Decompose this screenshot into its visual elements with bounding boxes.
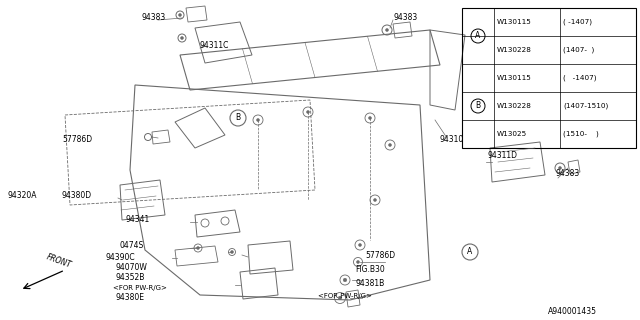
Text: W13025: W13025 [497, 131, 527, 137]
Text: 94381B: 94381B [355, 279, 384, 289]
Text: 94341: 94341 [125, 215, 149, 225]
Circle shape [257, 118, 259, 122]
Text: 94380E: 94380E [115, 293, 144, 302]
Text: 94311C: 94311C [200, 42, 229, 51]
Circle shape [196, 246, 200, 250]
Circle shape [374, 198, 376, 202]
Circle shape [338, 296, 342, 300]
Circle shape [180, 36, 184, 39]
Text: 94383: 94383 [142, 12, 166, 21]
Text: <FOR PW-R/G>: <FOR PW-R/G> [318, 293, 372, 299]
Text: 94311D: 94311D [488, 150, 518, 159]
Text: ( -1407): ( -1407) [563, 19, 592, 25]
Text: 94320A: 94320A [8, 190, 38, 199]
Text: 94383: 94383 [555, 170, 579, 179]
Circle shape [388, 143, 392, 147]
Circle shape [230, 251, 234, 253]
Text: FRONT: FRONT [45, 253, 72, 270]
Circle shape [385, 28, 388, 31]
Text: W130228: W130228 [497, 103, 532, 109]
Text: <FOR PW-R/G>: <FOR PW-R/G> [113, 285, 167, 291]
Text: 94352B: 94352B [115, 274, 145, 283]
Text: W130115: W130115 [497, 75, 532, 81]
Text: 94380D: 94380D [62, 191, 92, 201]
Circle shape [343, 278, 347, 282]
Circle shape [307, 110, 310, 114]
Text: (1407-  ): (1407- ) [563, 47, 595, 53]
Circle shape [358, 244, 362, 246]
Text: B: B [236, 114, 241, 123]
Text: (1510-    ): (1510- ) [563, 131, 599, 137]
Circle shape [559, 166, 561, 170]
Circle shape [356, 260, 360, 263]
Text: W130228: W130228 [497, 47, 532, 53]
Text: (   -1407): ( -1407) [563, 75, 596, 81]
Text: 94383: 94383 [394, 12, 419, 21]
Text: 94070W: 94070W [115, 263, 147, 273]
Circle shape [179, 13, 182, 17]
Text: A: A [476, 31, 481, 41]
Text: 57786D: 57786D [365, 252, 395, 260]
Text: 94390C: 94390C [105, 253, 134, 262]
Text: W130115: W130115 [497, 19, 532, 25]
Text: A940001435: A940001435 [548, 308, 597, 316]
Text: 0474S: 0474S [120, 242, 144, 251]
Circle shape [369, 116, 371, 119]
Text: B: B [476, 101, 481, 110]
Text: FIG.B30: FIG.B30 [355, 266, 385, 275]
Text: 57786D: 57786D [62, 135, 92, 145]
Text: (1407-1510): (1407-1510) [563, 103, 608, 109]
Text: A: A [467, 247, 472, 257]
Bar [462, 8, 636, 148]
Text: 94310: 94310 [440, 135, 464, 145]
